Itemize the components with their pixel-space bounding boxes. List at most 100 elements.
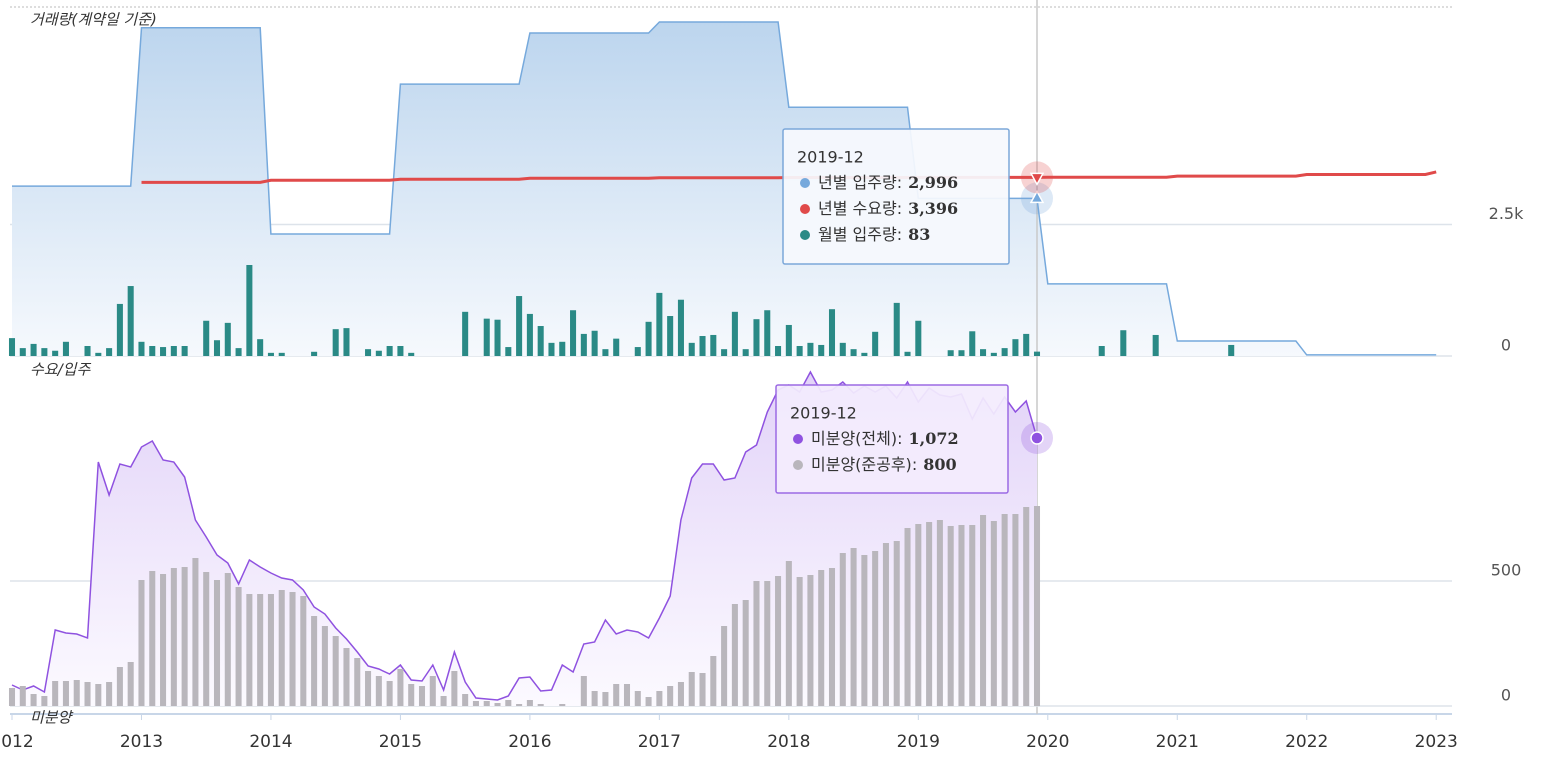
bar — [429, 676, 436, 706]
panel-label: 미분양 — [30, 709, 74, 727]
bar — [516, 296, 523, 356]
bar — [559, 341, 566, 356]
bar — [73, 680, 80, 706]
bar — [872, 551, 879, 706]
bar — [1023, 333, 1030, 356]
bar — [710, 656, 717, 706]
bar — [213, 580, 221, 706]
bar — [828, 568, 836, 706]
bar — [807, 342, 814, 356]
bar — [721, 349, 728, 356]
bar — [1001, 348, 1008, 356]
y-tick-label: 0 — [1501, 686, 1511, 705]
bar — [990, 352, 997, 356]
bar — [1120, 330, 1127, 356]
bar — [235, 348, 242, 356]
bar — [958, 525, 965, 706]
bar — [332, 636, 339, 706]
bar — [311, 616, 318, 706]
bar — [246, 265, 253, 356]
bar — [149, 571, 156, 706]
bar — [52, 350, 59, 356]
bar — [893, 302, 900, 356]
bar — [688, 672, 695, 706]
bar — [8, 338, 16, 356]
bar — [677, 299, 684, 356]
bar — [731, 604, 738, 706]
bar — [688, 342, 695, 356]
tooltip-box — [782, 128, 1010, 265]
bar — [936, 520, 943, 706]
bar — [354, 658, 361, 706]
bar — [904, 528, 911, 706]
bar — [375, 676, 382, 706]
tooltip-value: 83 — [908, 225, 930, 244]
bar — [796, 346, 803, 356]
bar — [699, 336, 706, 356]
x-tick-label: 2014 — [249, 732, 292, 752]
bar — [483, 318, 490, 356]
bar — [764, 581, 771, 706]
tooltip-row: 월별 입주량: 83 — [818, 225, 930, 244]
bar — [30, 694, 37, 706]
separator: : — [897, 225, 902, 244]
bar — [742, 349, 749, 356]
hover-marker — [1030, 431, 1044, 445]
bar — [710, 334, 717, 356]
bar — [41, 348, 48, 356]
bar — [8, 688, 16, 706]
bar — [602, 349, 609, 356]
series-name: 미분양(전체) — [811, 429, 897, 448]
bar — [300, 596, 307, 706]
bar — [1152, 334, 1159, 356]
bar — [494, 703, 501, 706]
bar — [893, 541, 900, 706]
bar — [343, 328, 350, 356]
bar — [483, 701, 490, 706]
bar — [472, 701, 479, 706]
bar — [915, 320, 922, 356]
x-tick-label: 2012 — [0, 732, 34, 752]
tooltip-row: 미분양(준공후): 800 — [811, 455, 957, 474]
x-tick-label: 2022 — [1285, 732, 1328, 752]
bar — [19, 686, 26, 706]
y-tick-label: 500 — [1491, 561, 1522, 580]
bar — [246, 594, 253, 706]
bar — [861, 555, 868, 706]
tooltip-dot — [800, 204, 810, 214]
bar — [397, 346, 404, 356]
bar — [311, 351, 318, 356]
tooltip-box — [775, 384, 1009, 494]
tooltip-value: 1,072 — [908, 429, 958, 448]
bar — [516, 704, 523, 706]
line — [12, 21, 1437, 356]
bar — [526, 700, 533, 706]
bar — [634, 691, 641, 706]
bar — [505, 700, 512, 706]
series-name: 월별 입주량 — [818, 225, 897, 244]
bar — [969, 331, 976, 356]
bar — [699, 673, 706, 706]
bar — [839, 553, 846, 706]
bar — [818, 570, 825, 706]
mark-layer — [8, 21, 1437, 706]
series-name: 년별 수요량 — [818, 199, 897, 218]
tooltip-dot — [793, 434, 803, 444]
x-tick-label: 2021 — [1156, 732, 1199, 752]
bar — [192, 558, 199, 706]
bar — [106, 682, 113, 706]
tooltip-title: 2019-12 — [797, 148, 864, 167]
bar — [19, 348, 26, 356]
hover-marker — [1029, 172, 1045, 186]
bar — [753, 581, 760, 706]
bar — [84, 682, 91, 706]
bar — [267, 594, 274, 706]
x-tick-label: 2020 — [1026, 732, 1069, 752]
bar — [138, 580, 145, 706]
bar — [224, 573, 231, 706]
bar — [980, 515, 987, 706]
tooltip-dot — [800, 230, 810, 240]
bar — [915, 524, 922, 706]
y-tick-label: 0 — [1501, 336, 1511, 355]
